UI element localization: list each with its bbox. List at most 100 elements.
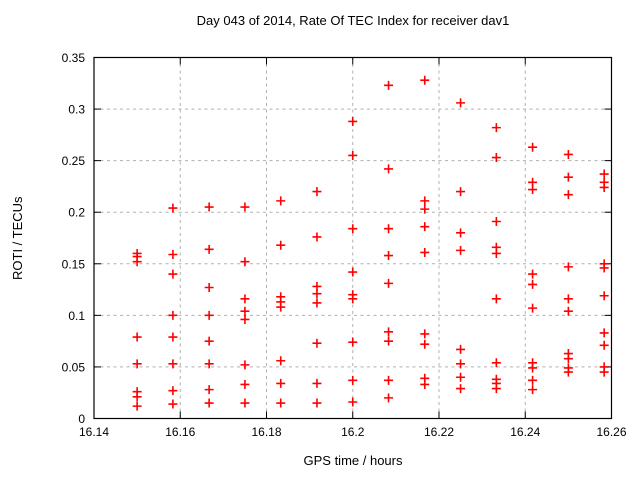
x-tick-label: 16.22 bbox=[424, 425, 454, 439]
data-point-marker bbox=[563, 354, 573, 364]
x-tick-label: 16.18 bbox=[251, 425, 281, 439]
data-point-marker bbox=[132, 392, 142, 402]
data-point-marker bbox=[528, 385, 538, 395]
data-point-marker bbox=[563, 306, 573, 316]
data-point-marker bbox=[276, 398, 286, 408]
data-point-marker bbox=[204, 385, 214, 395]
data-point-marker bbox=[348, 337, 358, 347]
data-point-marker bbox=[456, 372, 466, 382]
data-point-marker bbox=[528, 142, 538, 152]
data-point-marker bbox=[528, 279, 538, 289]
data-point-marker bbox=[456, 384, 466, 394]
data-point-marker bbox=[312, 187, 322, 197]
data-point-marker bbox=[168, 359, 178, 369]
data-point-marker bbox=[204, 310, 214, 320]
data-point-marker bbox=[456, 245, 466, 255]
data-point-marker bbox=[240, 257, 250, 267]
x-tick-label: 16.26 bbox=[596, 425, 626, 439]
data-point-marker bbox=[204, 398, 214, 408]
data-point-marker bbox=[491, 153, 501, 163]
data-point-marker bbox=[420, 247, 430, 257]
data-point-marker bbox=[168, 332, 178, 342]
data-point-marker bbox=[599, 182, 609, 192]
data-point-marker bbox=[563, 262, 573, 272]
data-point-marker bbox=[348, 294, 358, 304]
data-point-marker bbox=[276, 196, 286, 206]
y-tick-label: 0.25 bbox=[62, 154, 86, 168]
data-point-marker bbox=[599, 328, 609, 338]
data-point-marker bbox=[348, 224, 358, 234]
data-point-marker bbox=[599, 263, 609, 273]
data-point-marker bbox=[420, 339, 430, 349]
y-tick-label: 0.05 bbox=[62, 360, 86, 374]
data-point-marker bbox=[348, 375, 358, 385]
data-point-marker bbox=[528, 269, 538, 279]
data-point-marker bbox=[491, 358, 501, 368]
data-point-marker bbox=[348, 397, 358, 407]
plot-border bbox=[93, 56, 613, 420]
data-point-marker bbox=[491, 248, 501, 258]
data-point-marker bbox=[563, 149, 573, 159]
data-point-marker bbox=[240, 398, 250, 408]
y-axis-label: ROTI / TECUs bbox=[10, 196, 25, 280]
data-point-marker bbox=[384, 164, 394, 174]
data-point-marker bbox=[132, 332, 142, 342]
data-point-marker bbox=[312, 378, 322, 388]
data-point-marker bbox=[204, 336, 214, 346]
data-point-marker bbox=[456, 187, 466, 197]
data-point-marker bbox=[384, 327, 394, 337]
data-point-marker bbox=[276, 356, 286, 366]
data-point-marker bbox=[384, 336, 394, 346]
x-tick-label: 16.14 bbox=[79, 425, 109, 439]
data-point-marker bbox=[204, 283, 214, 293]
data-point-marker bbox=[420, 196, 430, 206]
data-point-marker bbox=[312, 232, 322, 242]
y-tick-label: 0 bbox=[78, 412, 85, 426]
data-point-marker bbox=[312, 289, 322, 299]
data-point-marker bbox=[240, 202, 250, 212]
data-point-marker bbox=[563, 294, 573, 304]
data-point-marker bbox=[384, 251, 394, 261]
data-point-marker bbox=[563, 367, 573, 377]
y-tick-label: 0.1 bbox=[68, 309, 85, 323]
data-point-marker bbox=[168, 250, 178, 260]
data-point-marker bbox=[456, 359, 466, 369]
data-point-marker bbox=[599, 291, 609, 301]
data-point-marker bbox=[168, 386, 178, 396]
y-tick-label: 0.15 bbox=[62, 257, 86, 271]
data-point-marker bbox=[491, 123, 501, 133]
y-tick-label: 0.2 bbox=[68, 206, 85, 220]
data-point-marker bbox=[168, 269, 178, 279]
data-point-marker bbox=[491, 216, 501, 226]
x-tick-label: 16.24 bbox=[510, 425, 540, 439]
data-point-marker bbox=[456, 344, 466, 354]
data-point-marker bbox=[563, 190, 573, 200]
data-point-marker bbox=[384, 393, 394, 403]
data-point-marker bbox=[240, 314, 250, 324]
y-tick-label: 0.3 bbox=[68, 103, 85, 117]
data-point-marker bbox=[528, 185, 538, 195]
y-tick-label: 0.35 bbox=[62, 51, 86, 65]
data-point-marker bbox=[384, 375, 394, 385]
x-tick-label: 16.16 bbox=[165, 425, 195, 439]
data-point-marker bbox=[276, 302, 286, 312]
data-point-marker bbox=[132, 401, 142, 411]
data-point-marker bbox=[240, 379, 250, 389]
data-point-marker bbox=[420, 379, 430, 389]
data-point-marker bbox=[240, 360, 250, 370]
data-point-marker bbox=[384, 278, 394, 288]
data-point-marker bbox=[276, 378, 286, 388]
x-tick-label: 16.2 bbox=[341, 425, 365, 439]
data-point-marker bbox=[240, 306, 250, 316]
data-point-marker bbox=[168, 310, 178, 320]
data-point-marker bbox=[384, 80, 394, 90]
data-point-marker bbox=[132, 257, 142, 267]
data-point-marker bbox=[348, 150, 358, 160]
data-point-marker bbox=[528, 375, 538, 385]
data-point-marker bbox=[528, 303, 538, 313]
data-point-marker bbox=[599, 169, 609, 179]
data-point-marker bbox=[276, 240, 286, 250]
data-point-marker bbox=[168, 399, 178, 409]
